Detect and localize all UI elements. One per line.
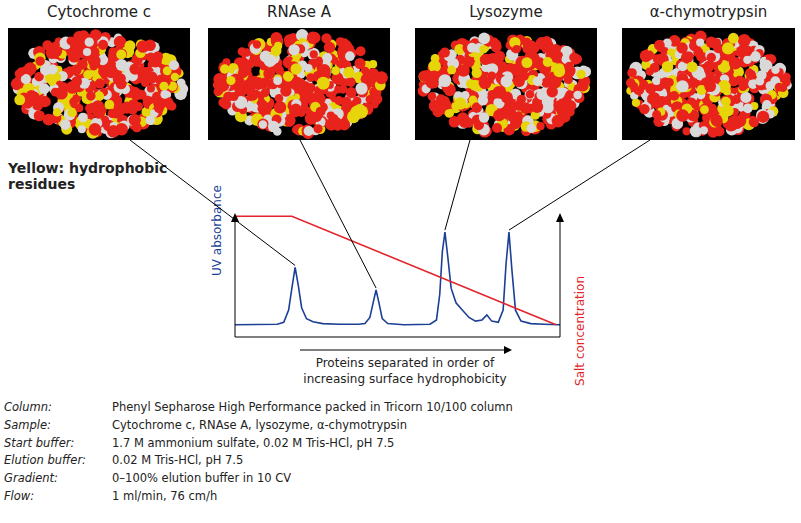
html-text:α-chymotrypsin: α-chymotrypsin — [649, 3, 768, 21]
html-text:Sample:: Sample: — [4, 417, 51, 432]
html-text:Flow:: Flow: — [4, 489, 35, 503]
html-text:0–100% elution buffer in 10 CV: 0–100% elution buffer in 10 CV — [112, 471, 292, 486]
html-text:Column:: Column: — [4, 400, 52, 414]
html-text:Yellow: hydrophobic residues: Yellow: hydrophobic residues — [8, 160, 168, 192]
html-text:Lysozyme: Lysozyme — [469, 3, 543, 21]
html-text:Elution buffer:: Elution buffer: — [4, 453, 86, 468]
html-text:RNAse A: RNAse A — [267, 3, 331, 21]
html-text:Gradient:: Gradient: — [4, 471, 58, 486]
html-text:0.02 M Tris-HCl, pH 7.5: 0.02 M Tris-HCl, pH 7.5 — [112, 453, 244, 468]
html-text:Start buffer:: Start buffer: — [4, 435, 75, 450]
html-text:Cytochrome c: Cytochrome c — [47, 3, 151, 21]
svg-text:Salt concentration: Salt concentration — [573, 276, 587, 386]
html-text:Cytochrome c, RNAse A, lysozym: Cytochrome c, RNAse A, lysozyme, α-chymo… — [112, 417, 408, 432]
html-text:1.7 M ammonium sulfate, 0.02 M: 1.7 M ammonium sulfate, 0.02 M Tris-HCl,… — [112, 435, 395, 450]
svg-text:UV absorbance: UV absorbance — [210, 185, 224, 276]
html-text:Proteins separated in order of: Proteins separated in order of increasin… — [303, 356, 507, 386]
html-text:Phenyl Sepharose High Performa: Phenyl Sepharose High Performance packed… — [112, 400, 513, 414]
html-text:1 ml/min, 76 cm/h: 1 ml/min, 76 cm/h — [112, 489, 218, 503]
